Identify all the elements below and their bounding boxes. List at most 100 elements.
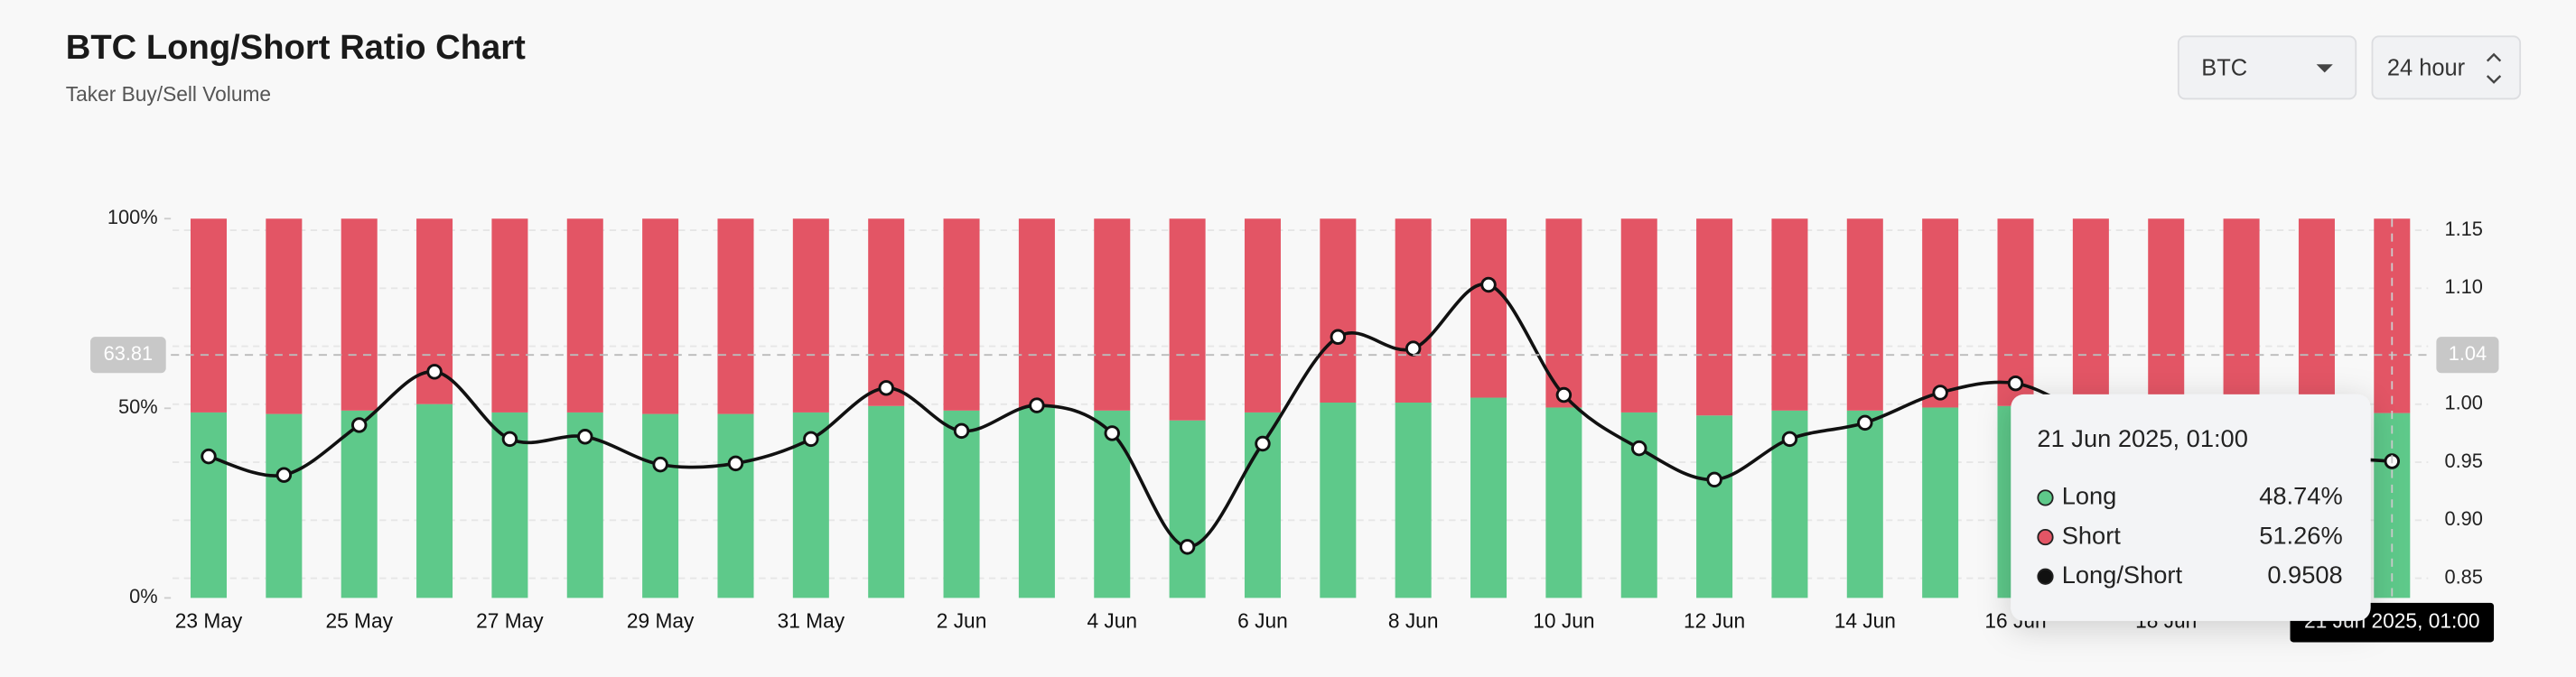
y2-tick-label: 0.90 [2444,507,2482,530]
bar-segment [566,218,603,413]
bar-segment [1018,218,1055,408]
bar-segment [1470,218,1507,398]
x-tick-label: 31 May [778,609,845,633]
y2-tick-label: 1.15 [2444,218,2482,240]
select-box[interactable] [2371,35,2522,100]
select-arrow[interactable] [2486,52,2502,84]
bar-segment [792,218,829,413]
ratio-point [803,431,819,448]
bar-segment [1094,218,1131,411]
bar-segment [1094,410,1131,598]
y-tick-label: 0% [129,585,158,607]
bar-segment [2148,218,2185,412]
tooltip-box [2011,394,2371,621]
bar-segment [1169,420,1206,598]
ratio-point [501,431,518,448]
select-text[interactable]: 24 hour [2387,55,2466,80]
bar-segment [1320,402,1357,598]
bar-segment [190,218,228,413]
ratio-point [1104,425,1120,441]
tooltip-name: Short [2062,521,2122,549]
ratio-point [2007,375,2024,392]
ratio-point [727,455,744,472]
ratio-point [275,467,293,483]
y2-tick-label: 0.85 [2444,565,2482,588]
ratio-point [577,429,593,445]
bar-segment [1696,218,1733,416]
ratio-point [652,456,668,473]
bar-segment [341,218,378,411]
bar-segment [642,413,679,598]
bar-segment [642,218,679,414]
bar-segment [717,413,754,598]
ratio-point [1480,276,1497,293]
y2-tick-label: 1.10 [2444,275,2482,298]
bar-segment [1395,402,1432,598]
y-tick-label: 50% [118,395,158,418]
ratio-point [1781,431,1798,448]
ratio-point [1405,340,1422,357]
bar-segment [1470,397,1507,598]
bar-segment [1545,407,1582,598]
ratio-point [1555,386,1573,403]
ratio-point [1029,397,1045,413]
x-tick-label: 23 May [175,609,243,633]
bar-segment [341,410,378,598]
bar-segment [2298,218,2335,413]
tooltip-title: 21 Jun 2025, 01:00 [2037,424,2247,452]
y2-tick-label: 0.95 [2444,450,2482,472]
bar-segment [1244,218,1281,413]
ratio-point [1631,440,1647,457]
ratio-point [1255,435,1271,452]
bar-segment [868,405,905,598]
bar-segment [1997,218,2034,406]
bar-segment [266,413,303,598]
x-tick-label: 29 May [627,609,695,633]
chart-subtitle: Taker Buy/Sell Volume [66,82,271,106]
ratio-point [953,422,970,440]
select-box[interactable] [2177,35,2357,100]
bar-segment [1846,218,1883,411]
x-tick-label: 8 Jun [1388,609,1439,633]
bar-segment [1320,218,1357,403]
bar-segment [2072,218,2109,410]
tooltip-swatch [2037,528,2054,546]
bar-segment [943,218,980,411]
bar-segment [868,218,905,406]
bar-segment [266,218,303,414]
bar-segment [1395,218,1432,403]
tooltip-value: 0.9508 [2267,561,2342,589]
bar-segment [1169,218,1206,421]
x-tick-label: 14 Jun [1834,609,1896,633]
ratio-point [1179,539,1196,555]
crosshair-y-box [90,337,166,374]
ratio-point [201,448,217,465]
x-tick-label: 12 Jun [1684,609,1745,633]
tooltip-name: Long [2062,482,2117,510]
y2-tick-label: 1.00 [2444,392,2482,414]
bar-segment [1696,415,1733,598]
bar-segment [1922,407,1959,598]
x-tick-label: 27 May [476,609,544,633]
ratio-point [878,380,894,396]
select-arrow[interactable] [2316,64,2333,73]
crosshair-y-label: 63.81 [104,342,154,365]
y-tick-label: 100% [107,206,158,228]
x-tick-label: 2 Jun [937,609,987,633]
select-text[interactable]: BTC [2201,55,2247,80]
bar-segment [717,218,754,414]
tooltip-value: 48.74% [2259,482,2342,510]
bar-segment [1771,218,1808,411]
bar-segment [190,412,228,598]
bar-segment [1620,218,1657,413]
tooltip-swatch [2037,568,2054,585]
ratio-point [1932,385,1948,401]
bar-segment [1018,407,1055,598]
period-select[interactable]: 24 hour [2371,35,2522,100]
asset-select[interactable]: BTC [2177,35,2357,100]
ratio-point [1706,471,1722,488]
crosshair-y2-box [2436,337,2499,374]
tooltip-value: 51.26% [2259,521,2342,549]
